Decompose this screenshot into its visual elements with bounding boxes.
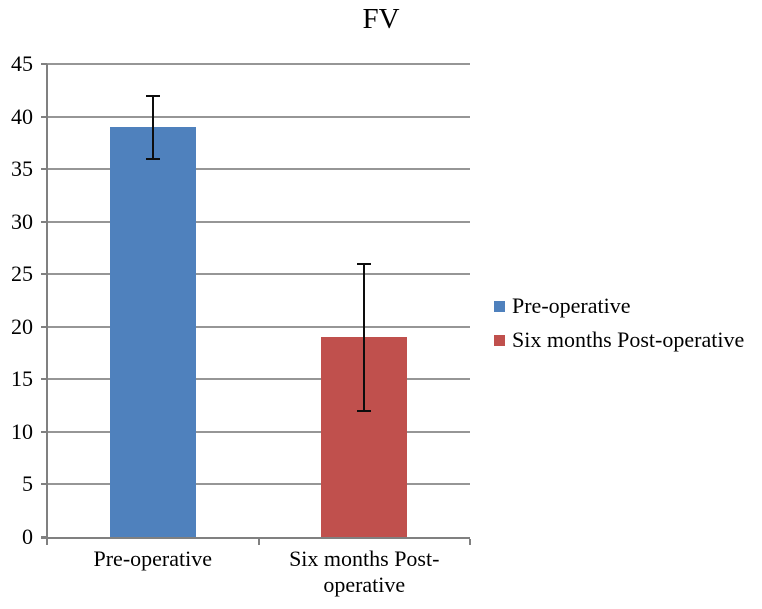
- gridline: [47, 483, 470, 486]
- y-tick-label: 5: [22, 471, 33, 497]
- y-axis-tick: [41, 115, 47, 118]
- y-axis-tick: [41, 325, 47, 328]
- y-axis-tick: [41, 168, 47, 171]
- gridline: [47, 273, 470, 276]
- error-bar-cap-top: [357, 262, 372, 265]
- legend-item: Pre-operative: [494, 295, 744, 317]
- error-bar-cap-bottom: [145, 157, 160, 160]
- x-axis-tick: [469, 539, 471, 545]
- y-axis-tick: [41, 220, 47, 223]
- y-axis-tick: [41, 378, 47, 381]
- legend-swatch-icon: [494, 300, 505, 312]
- legend-item: Six months Post-operative: [494, 329, 744, 351]
- legend-swatch-icon: [494, 334, 505, 346]
- y-tick-label: 0: [22, 524, 33, 549]
- gridline: [47, 115, 470, 118]
- gridline: [47, 378, 470, 381]
- y-tick-label: 30: [11, 208, 33, 234]
- y-tick-label: 25: [11, 261, 33, 287]
- y-tick-label: 15: [11, 366, 33, 392]
- y-tick-label: 35: [11, 156, 33, 182]
- error-bar-cap-top: [145, 94, 160, 97]
- y-axis-tick: [41, 483, 47, 486]
- gridline: [47, 63, 470, 65]
- x-axis-line: [41, 537, 470, 539]
- y-axis-tick: [41, 63, 47, 65]
- y-tick-label: 20: [11, 313, 33, 339]
- legend-label: Pre-operative: [512, 293, 631, 318]
- gridline: [47, 220, 470, 223]
- gridline: [47, 325, 470, 328]
- error-bar-line: [151, 95, 154, 159]
- x-axis-tick: [257, 539, 260, 545]
- y-tick-label: 10: [11, 418, 33, 444]
- y-axis-tick: [41, 273, 47, 276]
- y-tick-label: 40: [11, 103, 33, 129]
- x-axis-tick: [46, 539, 48, 545]
- legend: Pre-operative Six months Post-operative: [494, 295, 744, 363]
- y-axis-line: [46, 64, 48, 545]
- y-tick-label: 45: [11, 51, 33, 76]
- bar: [109, 127, 196, 537]
- y-axis-tick: [41, 430, 47, 433]
- error-bar-line: [363, 263, 366, 411]
- chart-title: FV: [362, 3, 400, 35]
- error-bar-cap-bottom: [357, 409, 372, 412]
- x-category-label: Six months Post-operative: [289, 546, 440, 597]
- gridline: [47, 430, 470, 433]
- legend-label: Six months Post-operative: [512, 327, 745, 352]
- gridline: [47, 168, 470, 171]
- x-category-label: Pre-operative: [93, 546, 213, 571]
